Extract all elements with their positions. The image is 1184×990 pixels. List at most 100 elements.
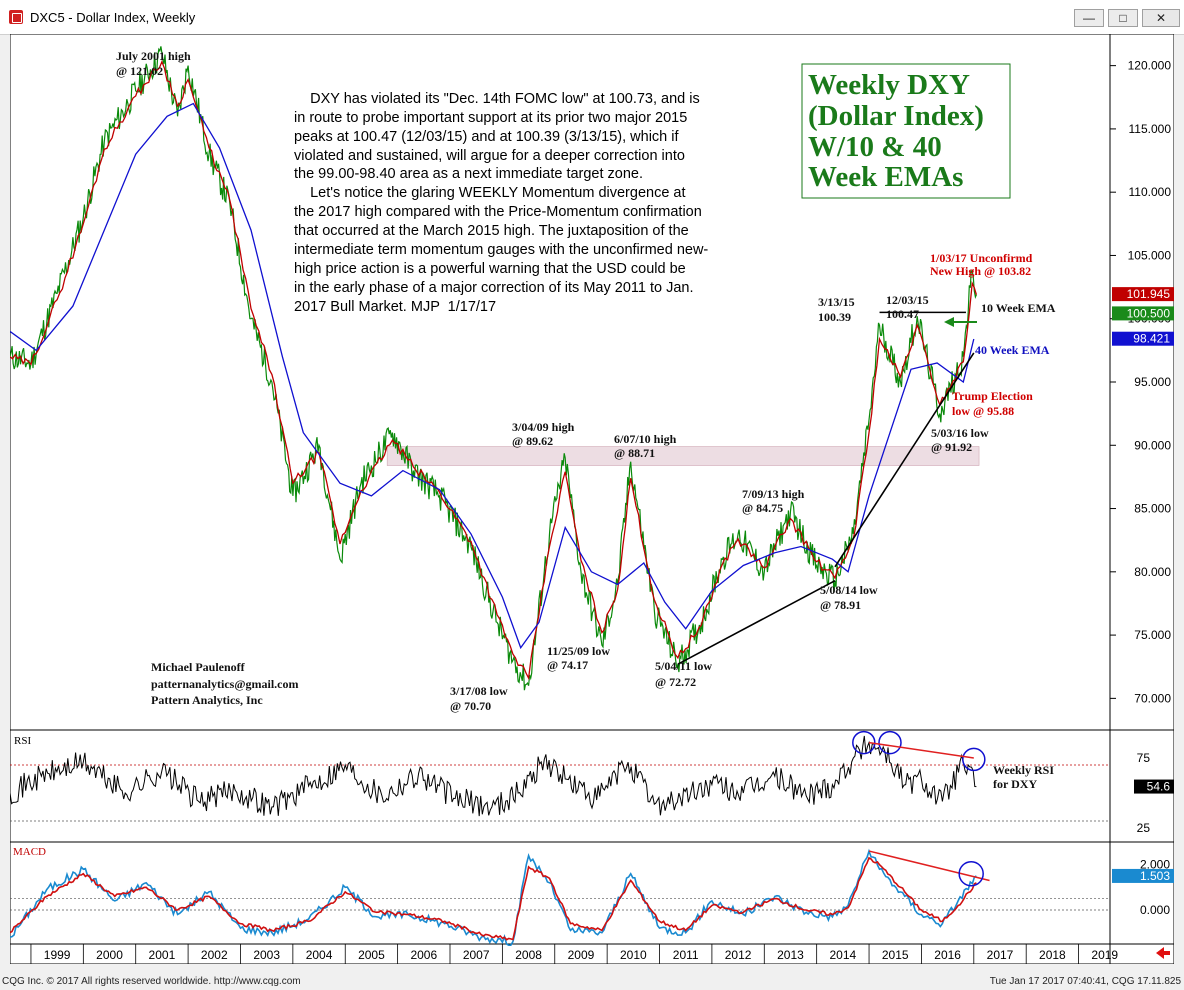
macd-last-value-label: 1.503 [1140,869,1170,883]
macd-panel-title: MACD [13,846,46,858]
rsi-last-value-tag [1134,779,1174,794]
annotation-2011-low-value: @ 72.72 [655,675,696,689]
x-tick-label: 2011 [673,948,699,962]
x-tick-label: 2005 [358,948,385,962]
x-tick-label: 2007 [463,948,490,962]
rsi-annotation-line-1: Weekly RSI [993,763,1054,777]
annotation-2008-low-value: @ 70.70 [450,699,491,713]
window-titlebar: DXC5 - Dollar Index, Weekly — □ ✕ [0,0,1184,35]
support-trendline [677,579,836,665]
support-trendline [834,352,975,568]
x-tick-label: 2015 [882,948,909,962]
y-tick-label: 95.000 [1134,375,1171,389]
author-name: Michael Paulenoff [151,660,246,674]
annotation-trump-election: Trump Election [952,389,1033,403]
annotation-2017-new-high: 1/03/17 Unconfirmd [930,251,1033,265]
x-tick-label: 2000 [96,948,123,962]
last-value-tag [1112,287,1174,302]
annotation-2014-low-value: @ 78.91 [820,598,861,612]
headline-line-2: (Dollar Index) [808,100,984,132]
annotation-2016-low-value: @ 91.92 [931,440,972,454]
x-tick-label: 1999 [44,948,71,962]
rsi-annotation-line-2: for DXY [993,777,1037,791]
x-tick-label: 2003 [253,948,280,962]
commentary-line: DXY has violated its "Dec. 14th FOMC low… [294,91,700,107]
y-tick-label: 90.000 [1134,438,1171,452]
annotation-2014-low: 5/08/14 low [820,583,878,597]
annotation-2010-high-value: @ 88.71 [614,446,655,460]
annotation-2013-high: 7/09/13 high [742,487,805,501]
x-tick-label: 2016 [934,948,961,962]
y-tick-label: 70.000 [1134,691,1171,705]
commentary-line: in route to probe important support at i… [294,110,687,126]
headline-line-3: W/10 & 40 [808,131,942,163]
y-tick-label: 75.000 [1134,628,1171,642]
commentary-text: DXY has violated its "Dec. 14th FOMC low… [294,91,708,315]
annotation-2015-march-peak: 3/13/15 [818,295,855,309]
divergence-circle [878,730,902,755]
minimize-button[interactable]: — [1074,9,1104,27]
annotation-2011-low: 5/04/11 low [655,659,712,673]
scroll-right-icon[interactable] [1156,947,1170,959]
status-footer: CQG Inc. © 2017 All rights reserved worl… [0,974,1184,990]
y-tick-label: 115.000 [1129,122,1172,136]
commentary-line: Let's notice the glaring WEEKLY Momentum… [294,185,686,201]
last-value-label: 100.500 [1127,306,1171,320]
rsi-panel: 25 75 54.6 [10,730,1174,835]
ema10-series-line [10,60,978,681]
time-axis: 1999 2000 2001 2002 2003 2004 2005 2006 2007 2008… [30,944,1118,964]
commentary-line: that occurred at the March 2015 high. Th… [294,223,689,239]
rsi-last-value-label: 54.6 [1147,780,1171,794]
x-tick-label: 2012 [725,948,752,962]
author-block: Michael Paulenoff patternanalytics@gmail… [151,660,298,707]
signal-series-line [10,856,977,941]
annotation-2001-high: July 2001 high [116,49,191,63]
x-tick-label: 2004 [306,948,333,962]
timestamp-text: Tue Jan 17 2017 07:40:41, CQG 17.11.825 [989,976,1181,987]
macd-last-value-tag [1112,868,1174,883]
annotation-2009-high-value: @ 89.62 [512,434,553,448]
y-tick-label: 120.000 [1128,59,1172,73]
annotation-2016-low: 5/03/16 low [931,426,989,440]
annotation-2015-dec-peak-value: 100.47 [886,307,919,321]
annotation-2001-high-value: @ 121.02 [116,64,163,78]
y-tick-label: 85.000 [1134,502,1171,516]
annotation-2009-low-value: @ 74.17 [547,658,588,672]
y-tick-label: 110.000 [1129,185,1172,199]
resistance-band [386,446,980,466]
chart-area[interactable]: 70.000 75.000 80.000 85.000 90.000 95.000 100.… [10,34,1174,964]
price-annotations: July 2001 high @ 121.02 3/17/08 low @ 70… [116,49,1056,713]
ema40-label: 40 Week EMA [975,343,1050,357]
window-title: DXC5 - Dollar Index, Weekly [30,10,196,25]
annotation-2015-march-peak-value: 100.39 [818,310,851,324]
last-value-label: 101.945 [1127,287,1171,301]
annotation-2017-new-high-value: New High @ 103.82 [930,264,1031,278]
x-tick-label: 2018 [1039,948,1066,962]
divergence-circle [958,860,984,887]
x-tick-label: 2017 [987,948,1014,962]
last-value-label: 98.421 [1133,332,1170,346]
annotation-trump-election-value: low @ 95.88 [952,404,1014,418]
rsi-tick-label: 75 [1137,751,1151,765]
divergence-circle [962,747,986,772]
x-tick-label: 2013 [777,948,804,962]
x-tick-label: 2019 [1091,948,1118,962]
app-icon [9,10,23,24]
commentary-line: intermediate term momentum gauges with t… [294,242,708,258]
rsi-divergence-line [868,741,974,759]
commentary-line: peaks at 100.47 (12/03/15) and at 100.39… [294,129,679,145]
commentary-line: violated and sustained, will argue for a… [294,148,685,164]
maximize-button[interactable]: □ [1108,9,1138,27]
x-tick-label: 2001 [149,948,176,962]
annotation-2009-high: 3/04/09 high [512,420,575,434]
headline-box: Weekly DXY (Dollar Index) W/10 & 40 Week… [801,63,1011,199]
annotation-2013-high-value: @ 84.75 [742,501,783,515]
divergence-circle [852,730,876,755]
rsi-tick-label: 25 [1137,821,1151,835]
close-button[interactable]: ✕ [1142,9,1180,27]
commentary-line: 2017 Bull Market. MJP 1/17/17 [294,299,496,315]
macd-tick-label: 0.000 [1140,903,1170,917]
annotation-2009-low: 11/25/09 low [547,644,610,658]
author-company: Pattern Analytics, Inc [151,693,263,707]
price-panel: 70.000 75.000 80.000 85.000 90.000 95.000 100.… [10,46,1174,705]
